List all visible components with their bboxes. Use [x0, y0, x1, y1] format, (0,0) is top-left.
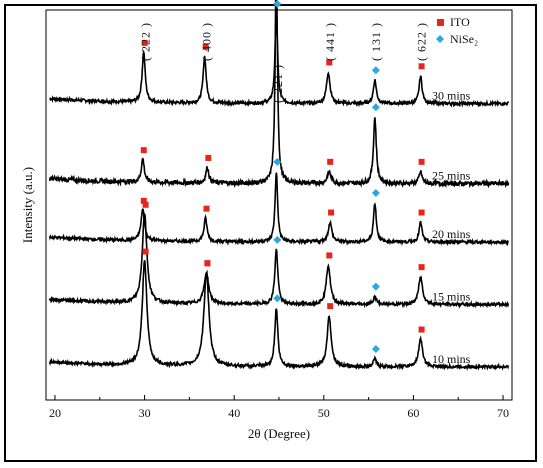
y-axis-label: Intensity (a.u.)	[20, 167, 35, 243]
time-label: 25 mins	[432, 169, 471, 183]
x-tick-label: 30	[139, 406, 151, 420]
traces	[48, 0, 510, 371]
legend-label: NiSe₂	[450, 32, 478, 46]
ito-marker	[326, 252, 333, 259]
ito-marker	[418, 264, 425, 271]
trace-0	[49, 14, 510, 108]
nise2-marker	[273, 235, 282, 244]
x-tick-label: 60	[407, 406, 419, 420]
ito-marker	[326, 59, 333, 66]
hkl-label: ( 221 )	[271, 64, 285, 103]
hkl-label: ( 222 )	[139, 22, 153, 61]
ito-marker	[204, 260, 211, 267]
legend: ITO NiSe₂	[436, 15, 478, 46]
nise2-marker	[371, 282, 380, 291]
nise2-marker	[273, 294, 282, 303]
x-axis-label: 2θ (Degree)	[248, 426, 310, 441]
nise2-marker	[371, 103, 380, 112]
ito-marker	[140, 197, 147, 204]
time-label: 15 mins	[432, 289, 471, 303]
legend-label: ITO	[450, 15, 470, 29]
nise2-marker	[273, 157, 282, 166]
ito-marker	[141, 39, 148, 46]
legend-ito-marker	[437, 19, 444, 26]
trace-4	[48, 260, 510, 371]
hkl-label: ( 400 )	[200, 22, 214, 61]
trace-2	[48, 172, 509, 247]
peak-markers	[140, 0, 425, 354]
nise2-marker	[371, 189, 380, 198]
ito-marker	[327, 158, 334, 165]
x-tick-label: 50	[318, 406, 330, 420]
nise2-marker	[371, 66, 380, 75]
ito-marker	[418, 63, 425, 70]
hkl-label: ( 131 )	[369, 22, 383, 61]
ito-marker	[142, 248, 149, 255]
x-tick-label: 70	[497, 406, 509, 420]
ito-marker	[203, 205, 210, 212]
time-label: 10 mins	[432, 352, 471, 366]
ito-marker	[202, 43, 209, 50]
ito-marker	[418, 158, 425, 165]
ito-marker	[418, 209, 425, 216]
axes: 20 30 40 50 60 70 2θ (Degree) Intensity (a.u.)	[20, 167, 509, 441]
x-tick-label: 40	[228, 406, 240, 420]
ito-marker	[142, 201, 149, 208]
labels: 30 mins 25 mins 20 mins 15 mins 10 mins ( 222…	[139, 22, 471, 366]
ito-marker	[205, 154, 212, 161]
hkl-label: ( 441 )	[323, 22, 337, 61]
ito-marker	[418, 326, 425, 333]
nise2-marker	[273, 0, 282, 8]
trace-3	[48, 212, 510, 309]
x-tick-label: 20	[49, 406, 61, 420]
hkl-label: ( 622 )	[415, 22, 429, 61]
trace-1	[48, 0, 510, 189]
ito-marker	[328, 209, 335, 216]
time-label: 30 mins	[432, 89, 471, 103]
ito-marker	[140, 147, 147, 154]
time-label: 20 mins	[432, 227, 471, 241]
legend-nise2-marker	[436, 35, 444, 43]
nise2-marker	[371, 345, 380, 354]
ito-marker	[327, 303, 334, 310]
